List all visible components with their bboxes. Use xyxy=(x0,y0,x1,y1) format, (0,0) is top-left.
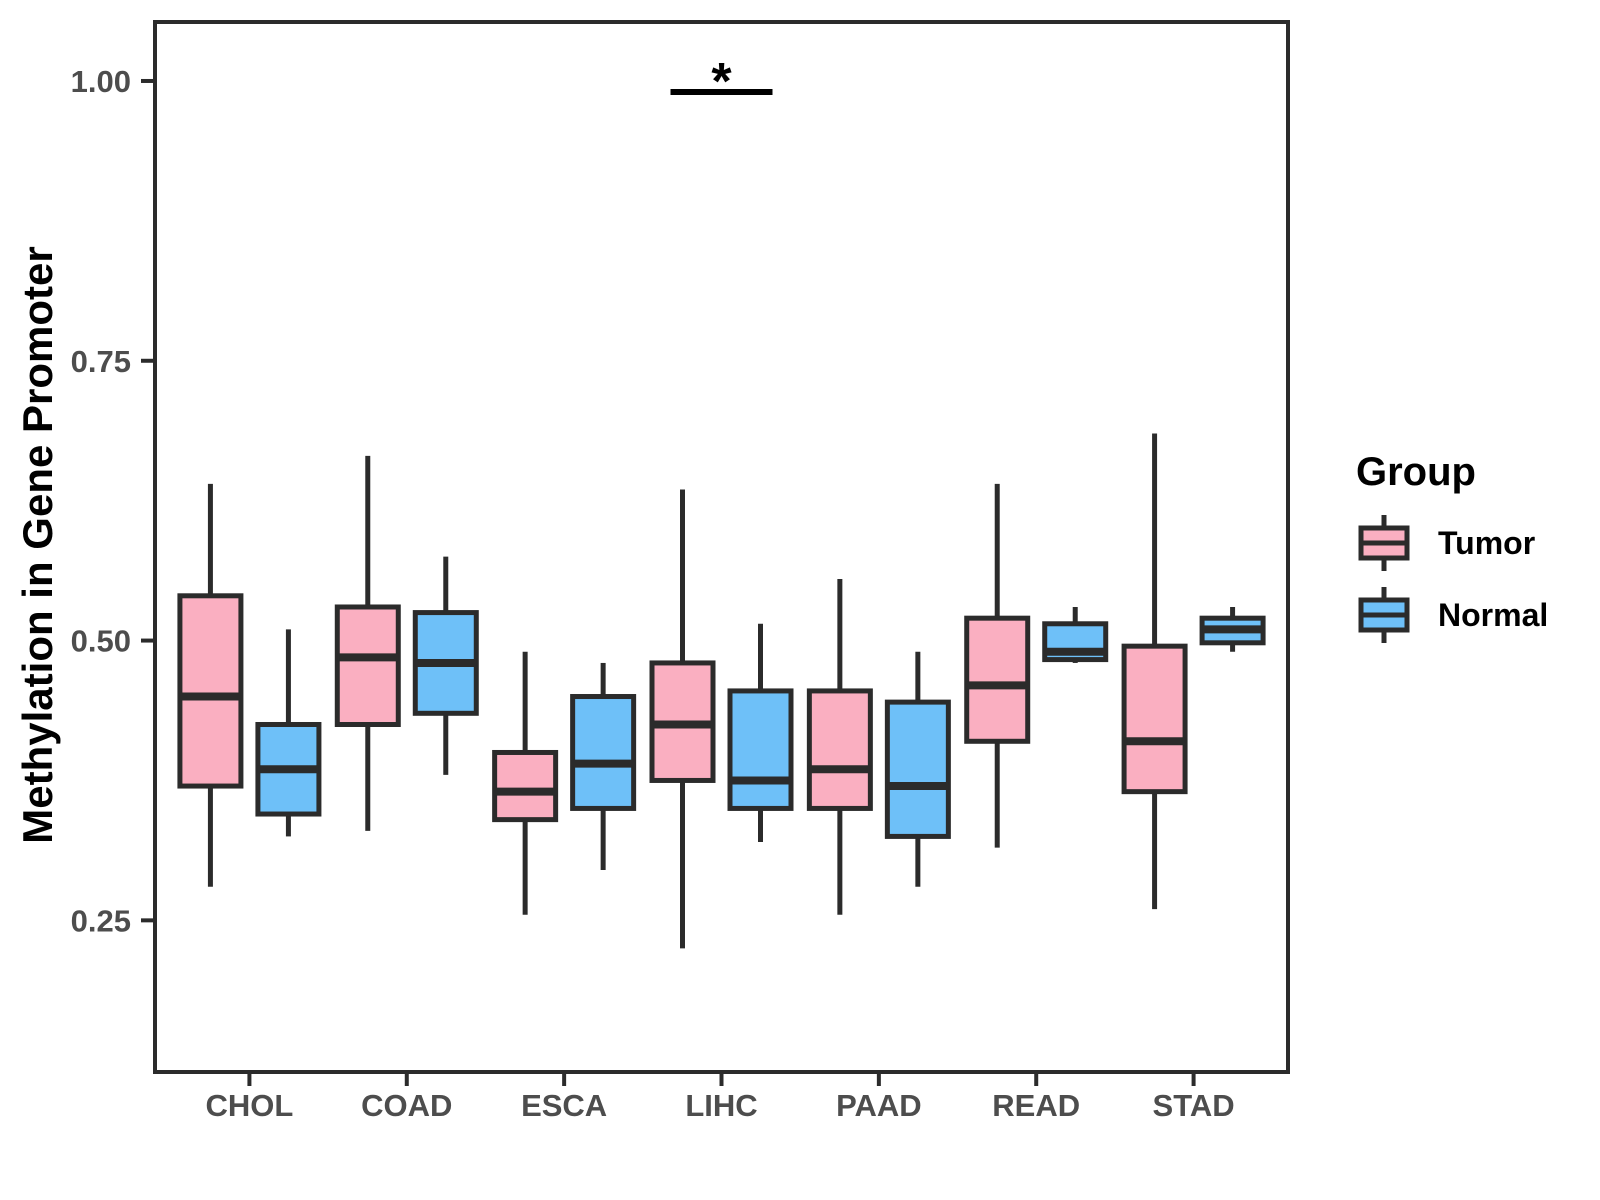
box-stad-tumor xyxy=(1121,433,1188,910)
y-axis-title: Methylation in Gene Promoter xyxy=(14,246,61,844)
box-lihc-tumor xyxy=(649,489,716,949)
panel-border xyxy=(153,20,1290,1074)
box-read-tumor xyxy=(964,483,1031,848)
y-tick-label: 1.00 xyxy=(71,64,131,99)
iqr-box xyxy=(492,749,559,823)
legend-entry-normal: Normal xyxy=(1356,583,1548,647)
box-coad-normal xyxy=(412,556,479,775)
x-tick-label-coad: COAD xyxy=(361,1088,452,1123)
iqr-box xyxy=(570,694,637,811)
box-coad-tumor xyxy=(334,455,401,831)
box-esca-normal xyxy=(570,662,637,870)
box-paad-tumor xyxy=(806,579,873,915)
legend-label-tumor: Tumor xyxy=(1438,524,1536,561)
x-tick-label-lihc: LIHC xyxy=(685,1088,757,1123)
box-stad-normal xyxy=(1199,606,1266,652)
x-tick-label-read: READ xyxy=(992,1088,1080,1123)
box-chol-tumor xyxy=(177,483,244,887)
y-tick-label: 0.75 xyxy=(71,344,131,379)
x-tick-label-esca: ESCA xyxy=(521,1088,607,1123)
box-paad-normal xyxy=(884,651,951,887)
box-chol-normal xyxy=(255,629,322,837)
legend-title: Group xyxy=(1356,450,1476,494)
legend-label-normal: Normal xyxy=(1438,596,1549,633)
x-tick-label-stad: STAD xyxy=(1153,1088,1235,1123)
x-tick-label-paad: PAAD xyxy=(836,1088,922,1123)
iqr-box xyxy=(884,699,951,839)
iqr-box xyxy=(806,688,873,811)
legend-entry-tumor: Tumor xyxy=(1356,511,1548,575)
iqr-box xyxy=(177,593,244,789)
iqr-box xyxy=(334,604,401,727)
y-tick-label: 0.50 xyxy=(71,624,131,659)
legend: Group Tumor Normal xyxy=(1356,450,1548,655)
y-tick-label: 0.25 xyxy=(71,903,131,938)
box-lihc-normal xyxy=(727,623,794,843)
x-tick-label-chol: CHOL xyxy=(206,1088,294,1123)
box-read-normal xyxy=(1042,606,1109,663)
iqr-box xyxy=(727,688,794,811)
tumor-boxplot-key-icon xyxy=(1358,515,1410,571)
normal-boxplot-key-icon xyxy=(1358,587,1410,643)
iqr-box xyxy=(1121,643,1188,795)
iqr-box xyxy=(964,615,1031,744)
box-esca-tumor xyxy=(492,651,559,915)
significance-asterisk: * xyxy=(711,53,732,111)
